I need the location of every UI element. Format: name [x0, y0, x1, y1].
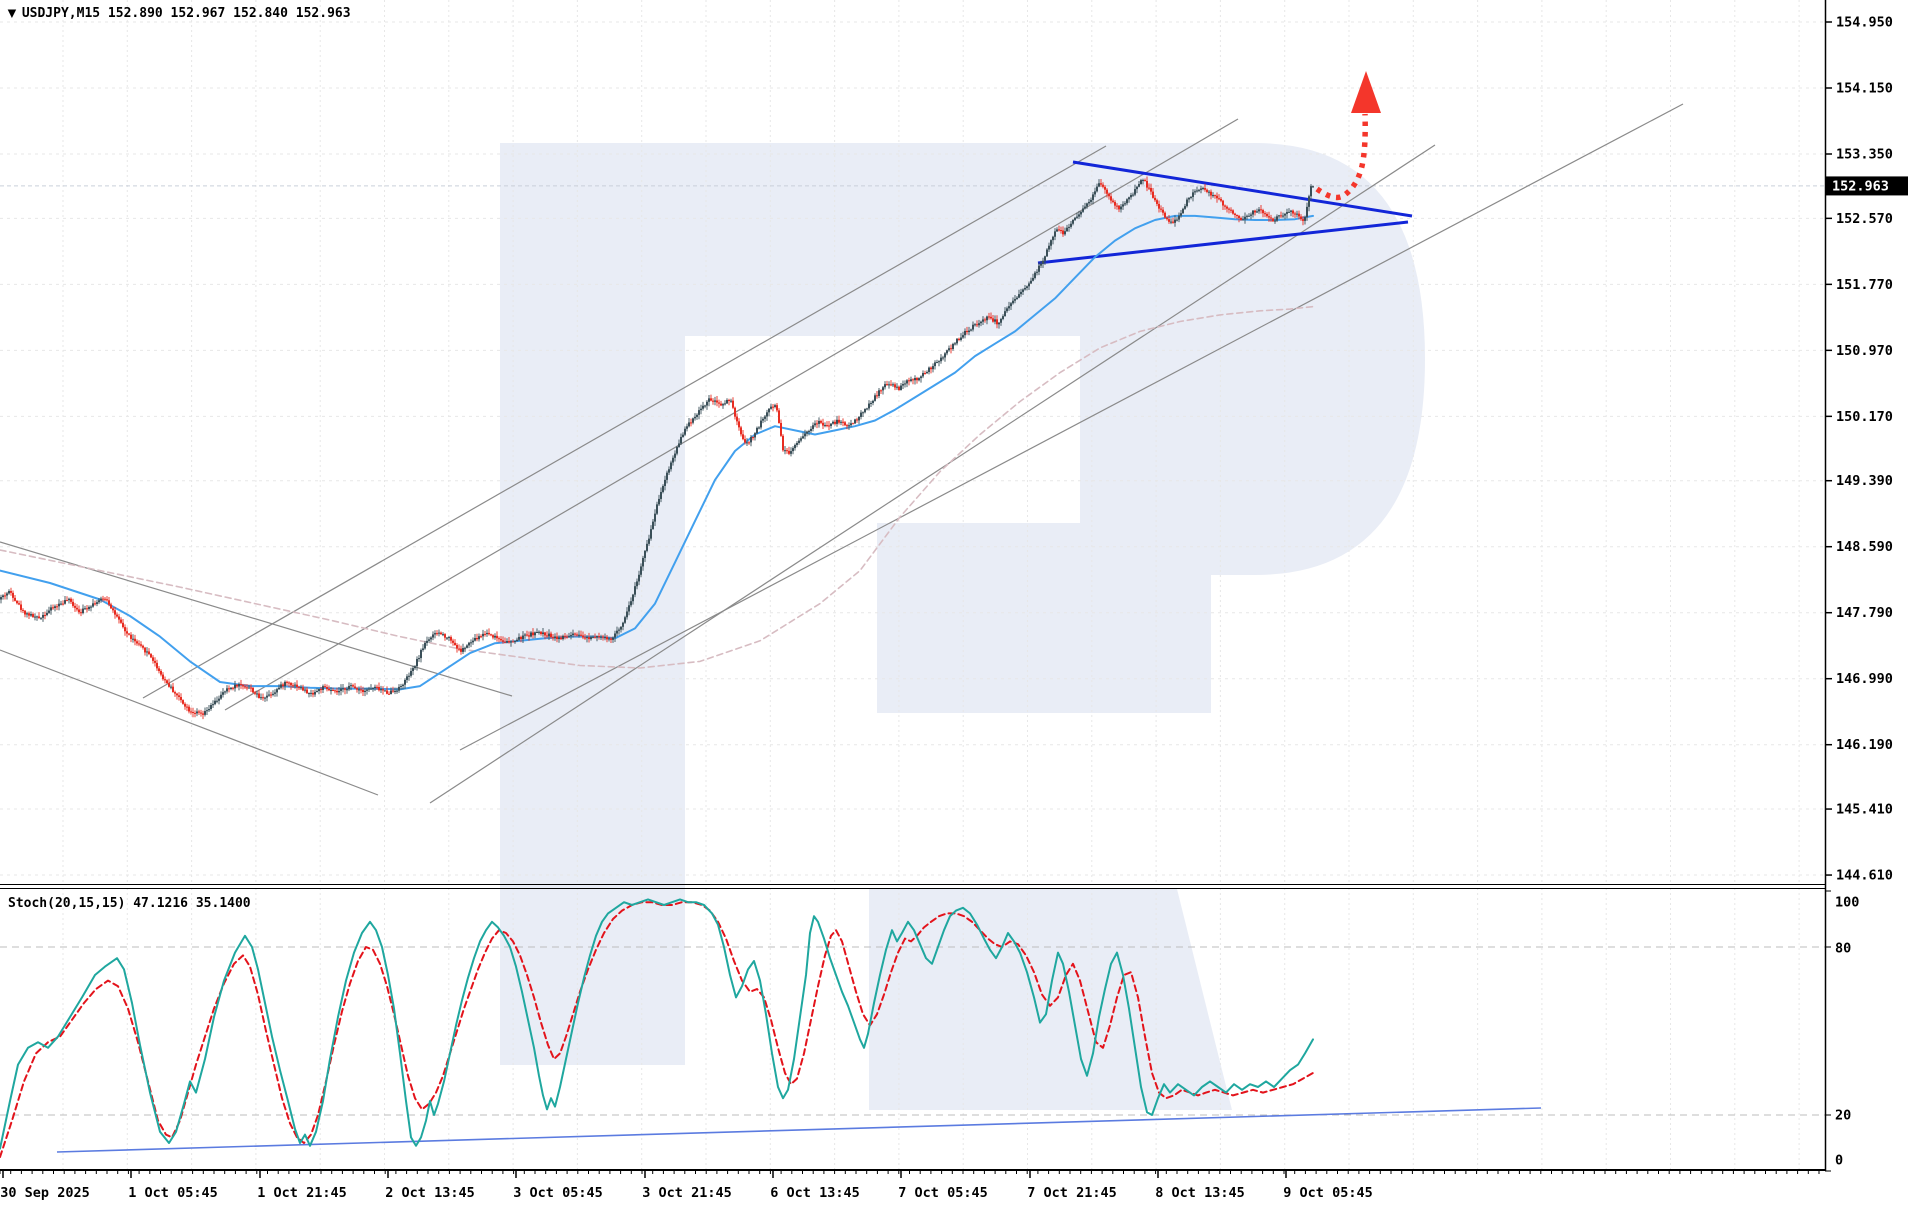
price-tick-label: 152.570 — [1836, 211, 1893, 227]
chart-title: ▼ USDJPY,M15 152.890 152.967 152.840 152.… — [7, 5, 351, 22]
gray-trendline[interactable] — [459, 103, 1684, 751]
watermark-logo — [500, 143, 1425, 1110]
time-tick-label[interactable]: 3 Oct 05:45 — [513, 1185, 602, 1201]
price-tick-label: 146.990 — [1836, 671, 1893, 687]
price-series-layer — [0, 176, 1314, 720]
stochastic-trendline[interactable] — [56, 1107, 1542, 1153]
gray-trendline[interactable] — [142, 145, 1107, 699]
price-tick-label: 149.390 — [1836, 473, 1893, 489]
time-tick-label[interactable]: 2 Oct 13:45 — [385, 1185, 474, 1201]
price-tick-label: 151.770 — [1836, 277, 1893, 293]
time-tick-label[interactable]: 7 Oct 05:45 — [898, 1185, 987, 1201]
price-tick-label: 146.190 — [1836, 737, 1893, 753]
blue-triangle-line[interactable] — [1072, 160, 1413, 218]
slow-ma-line — [0, 305, 1314, 669]
price-tick-label: 147.790 — [1836, 605, 1893, 621]
price-tick-label: 153.350 — [1836, 147, 1893, 163]
price-tick-label: 144.610 — [1836, 868, 1893, 884]
time-tick-label[interactable]: 3 Oct 21:45 — [642, 1185, 731, 1201]
current-price-tag — [1826, 176, 1908, 196]
price-tick-label: 145.410 — [1836, 802, 1893, 818]
forecast-arrowhead — [1351, 71, 1381, 113]
grid-layer — [0, 0, 1825, 1170]
stoch-tick-label: 0 — [1835, 1153, 1843, 1169]
forecast-arrow — [1315, 71, 1381, 201]
time-tick-label[interactable]: 8 Oct 13:45 — [1155, 1185, 1244, 1201]
current-price-value: 152.963 — [1832, 178, 1889, 194]
stoch-tick-label: 80 — [1835, 941, 1851, 957]
stoch-tick-label: 20 — [1835, 1108, 1851, 1124]
time-tick-label[interactable]: 30 Sep 2025 — [0, 1185, 89, 1201]
blue-triangle-line[interactable] — [1037, 220, 1409, 265]
price-tick-label: 150.170 — [1836, 409, 1893, 425]
gray-trendline[interactable] — [0, 649, 379, 796]
price-tick-label: 154.150 — [1836, 81, 1893, 97]
time-tick-label[interactable]: 1 Oct 21:45 — [257, 1185, 346, 1201]
forecast-arrow-path — [1315, 113, 1368, 201]
time-tick-label[interactable]: 7 Oct 21:45 — [1027, 1185, 1116, 1201]
gray-trendline[interactable] — [224, 118, 1239, 711]
candles — [0, 176, 1314, 720]
price-tick-label: 150.970 — [1836, 343, 1893, 359]
price-tick-label: 148.590 — [1836, 539, 1893, 555]
symbol-period-label: USDJPY,M15 — [21, 6, 101, 21]
price-tick-label: 154.950 — [1836, 15, 1893, 31]
ohlc-values: 152.890 152.967 152.840 152.963 — [100, 6, 351, 21]
symbol-dropdown-icon[interactable]: ▼ — [7, 5, 17, 22]
time-tick-label[interactable]: 9 Oct 05:45 — [1283, 1185, 1372, 1201]
time-tick-label[interactable]: 1 Oct 05:45 — [128, 1185, 217, 1201]
stochastic-signal-line — [0, 901, 1314, 1158]
stochastic-label: Stoch(20,15,15) 47.1216 35.1400 — [8, 896, 251, 911]
gray-trendline[interactable] — [0, 541, 513, 697]
stoch-tick-label: 100 — [1835, 895, 1859, 911]
gray-trendline[interactable] — [429, 144, 1436, 804]
time-tick-label[interactable]: 6 Oct 13:45 — [770, 1185, 859, 1201]
stochastic-main-line — [0, 898, 1314, 1150]
stochastic-layer — [0, 898, 1314, 1158]
trendlines-layer[interactable] — [0, 103, 1684, 1153]
